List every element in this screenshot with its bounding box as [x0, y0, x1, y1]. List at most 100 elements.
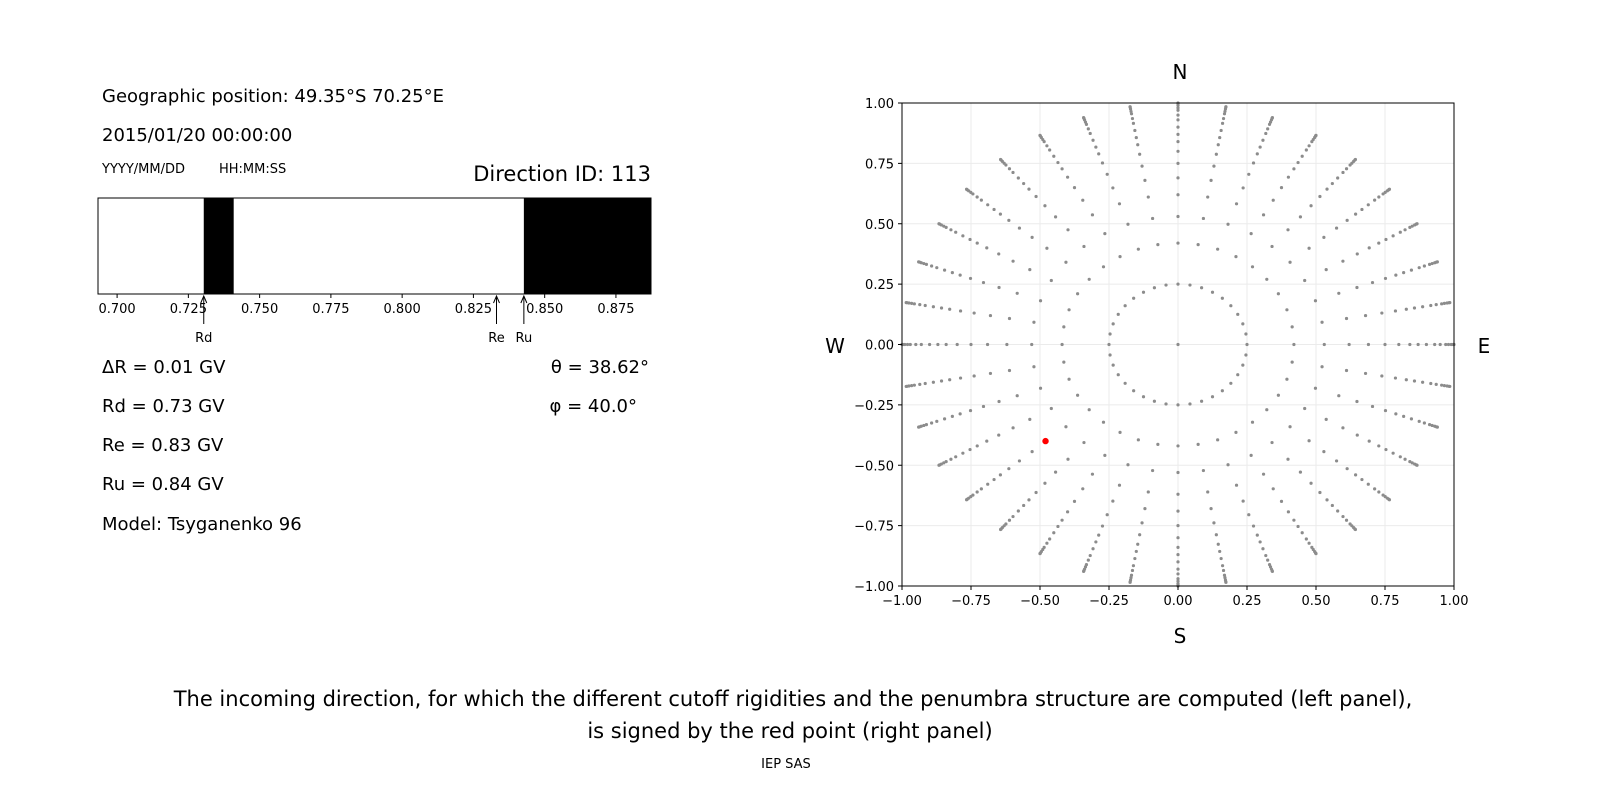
direction-point: [937, 463, 941, 467]
direction-point: [1015, 394, 1019, 398]
direction-point: [1322, 450, 1326, 454]
direction-point: [1234, 430, 1238, 434]
direction-point: [1336, 509, 1340, 513]
direction-point: [1341, 426, 1345, 430]
direction-point: [1258, 540, 1262, 544]
direction-point: [1318, 490, 1322, 495]
direction-point: [948, 378, 952, 382]
direction-point: [1344, 518, 1349, 522]
compass-west: W: [825, 334, 845, 358]
direction-point: [985, 246, 989, 250]
direction-point: [1212, 521, 1216, 525]
direction-point: [1285, 377, 1289, 381]
direction-point: [937, 222, 941, 226]
direction-point: [1322, 342, 1326, 347]
direction-point: [1094, 145, 1098, 149]
direction-point: [914, 342, 918, 347]
direction-point: [1146, 195, 1150, 199]
direction-point: [949, 457, 953, 461]
direction-point: [1201, 216, 1206, 221]
direction-point: [1307, 246, 1311, 250]
direction-point: [923, 303, 927, 308]
direction-point: [992, 207, 996, 212]
direction-point: [1424, 342, 1428, 347]
direction-point: [1176, 524, 1180, 528]
direction-point: [1336, 176, 1340, 180]
direction-point: [1032, 365, 1036, 369]
direction-point: [1427, 262, 1432, 266]
direction-point: [1060, 342, 1064, 347]
direction-point: [1097, 152, 1101, 156]
direction-point: [1045, 541, 1049, 545]
forbidden-band: [523, 198, 651, 294]
direction-point: [955, 342, 959, 347]
direction-point: [1129, 575, 1133, 580]
direction-point: [1366, 482, 1370, 486]
x-tick-label: 0.25: [1233, 594, 1262, 609]
x-tick-label: 0.750: [241, 302, 278, 317]
direction-point: [1066, 457, 1070, 461]
direction-point: [1324, 417, 1328, 421]
direction-point: [944, 342, 948, 347]
direction-point: [985, 342, 990, 347]
direction-point: [1176, 545, 1180, 549]
direction-point: [1028, 268, 1032, 272]
direction-point: [1176, 572, 1180, 576]
time-format-label: HH:MM:SS: [219, 162, 286, 177]
direction-point: [1421, 380, 1425, 384]
direction-point: [1353, 212, 1358, 216]
direction-point: [1266, 127, 1270, 131]
direction-point: [1088, 131, 1092, 136]
direction-point: [1176, 176, 1180, 180]
direction-point: [939, 379, 944, 383]
direction-point: [1270, 244, 1274, 249]
direction-point: [1220, 389, 1224, 393]
direction-point: [1409, 417, 1414, 421]
direction-point: [1219, 556, 1223, 561]
direction-point: [964, 498, 969, 502]
direction-point: [1261, 138, 1265, 142]
direction-point: [1214, 533, 1218, 537]
direction-point: [1045, 144, 1049, 148]
direction-point: [1138, 533, 1142, 537]
direction-point: [972, 311, 976, 315]
direction-point: [1082, 244, 1086, 249]
direction-point: [1007, 218, 1011, 222]
direction-point: [1430, 261, 1434, 266]
direction-point: [1032, 320, 1036, 324]
bar-frame: [97, 197, 652, 295]
direction-point: [1341, 259, 1345, 263]
direction-point: [1038, 552, 1042, 556]
direction-point: [1218, 549, 1222, 554]
delta-r-value: ΔR = 0.01 GV: [102, 357, 226, 378]
direction-point: [904, 300, 908, 305]
ru-value: Ru = 0.84 GV: [102, 474, 224, 495]
direction-point: [1236, 312, 1240, 316]
direction-point: [1076, 292, 1080, 296]
direction-point: [1129, 112, 1134, 116]
direction-point: [1415, 463, 1419, 467]
direction-point: [1034, 194, 1038, 199]
direction-point: [1440, 383, 1444, 387]
direction-point: [1216, 247, 1220, 251]
y-tick-label: 0.75: [865, 157, 894, 172]
direction-point: [1130, 568, 1135, 573]
direction-point: [1176, 132, 1180, 136]
direction-point: [958, 412, 962, 416]
direction-point: [1370, 280, 1375, 285]
direction-point: [1355, 285, 1359, 290]
direction-point: [958, 273, 962, 277]
direction-point: [1214, 152, 1218, 156]
direction-point: [1043, 204, 1047, 208]
direction-id: Direction ID: 113: [473, 162, 651, 186]
direction-point: [1116, 312, 1120, 316]
direction-point: [1412, 379, 1417, 383]
direction-point: [1307, 439, 1311, 443]
direction-point: [1027, 498, 1031, 502]
direction-point: [1022, 503, 1026, 508]
x-tick-label: −0.25: [1089, 594, 1129, 609]
direction-point: [1131, 121, 1136, 125]
direction-point: [998, 157, 1003, 162]
direction-point: [1188, 402, 1192, 406]
direction-point: [998, 527, 1003, 532]
